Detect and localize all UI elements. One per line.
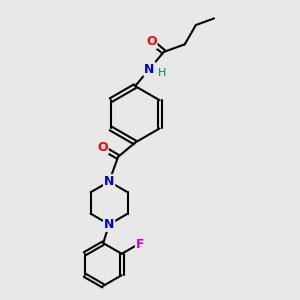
Text: O: O	[97, 141, 108, 154]
Text: N: N	[104, 175, 114, 188]
Text: O: O	[146, 35, 157, 48]
Text: N: N	[144, 62, 155, 76]
Text: H: H	[158, 68, 166, 78]
Text: N: N	[104, 218, 114, 231]
Text: F: F	[136, 238, 144, 251]
